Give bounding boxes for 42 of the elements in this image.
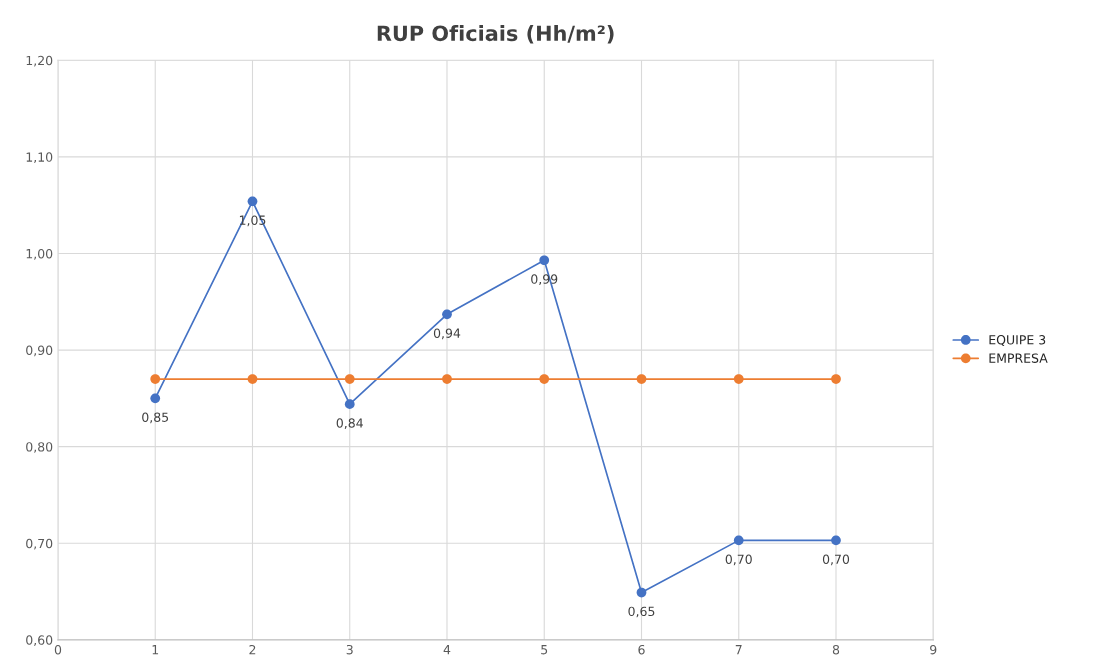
point bbox=[442, 374, 452, 384]
x-tick-label: 0 bbox=[54, 644, 62, 655]
point bbox=[636, 374, 647, 384]
point bbox=[733, 535, 744, 546]
point bbox=[539, 374, 550, 384]
point bbox=[442, 309, 452, 320]
y-tick-label: 1,00 bbox=[26, 248, 53, 260]
point bbox=[150, 393, 161, 404]
point bbox=[636, 587, 647, 598]
data-label: 0,70 bbox=[822, 554, 850, 566]
x-tick-label: 1 bbox=[152, 645, 159, 655]
data-label: 0,70 bbox=[725, 554, 752, 566]
x-tick-label: 8 bbox=[832, 644, 840, 655]
data-label: 0,84 bbox=[336, 418, 363, 430]
data-label: 0,65 bbox=[628, 606, 655, 618]
point bbox=[247, 374, 258, 384]
x-tick-label: 4 bbox=[443, 645, 451, 655]
y-tick-label: 0,80 bbox=[26, 442, 53, 453]
x-tick-label: 6 bbox=[638, 644, 645, 655]
data-label: 0,85 bbox=[142, 412, 169, 424]
y-tick-label: 0,70 bbox=[26, 538, 53, 550]
point bbox=[831, 535, 841, 546]
point bbox=[247, 196, 258, 207]
y-tick-label: 1,20 bbox=[26, 55, 53, 67]
x-tick-label: 7 bbox=[735, 645, 742, 655]
chart-title: RUP Oficiais (Hh/m²) bbox=[377, 25, 614, 44]
y-tick-label: 1,10 bbox=[26, 152, 53, 164]
x-tick-label: 2 bbox=[249, 644, 256, 655]
point bbox=[733, 374, 744, 384]
y-tick-label: 0,90 bbox=[26, 345, 53, 357]
point bbox=[831, 374, 841, 384]
legend-label: EMPRESA bbox=[989, 353, 1048, 363]
legend-label: EQUIPE 3 bbox=[989, 335, 1046, 346]
point bbox=[150, 374, 161, 384]
point bbox=[539, 255, 550, 266]
x-tick-label: 5 bbox=[541, 645, 548, 655]
y-tick-label: 0,60 bbox=[26, 635, 53, 647]
data-label: 0,94 bbox=[433, 328, 461, 340]
x-tick-label: 9 bbox=[930, 644, 937, 655]
point bbox=[344, 374, 355, 384]
x-tick-label: 3 bbox=[346, 644, 353, 655]
point bbox=[344, 399, 355, 410]
